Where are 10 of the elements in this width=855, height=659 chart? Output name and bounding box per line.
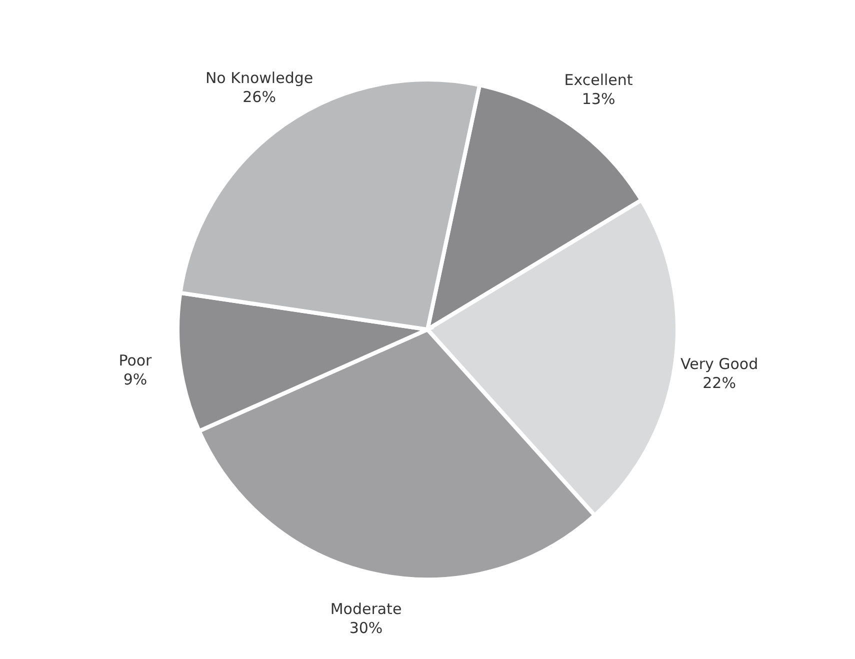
slice-label: Poor — [118, 351, 153, 370]
slice-label: Very Good — [680, 354, 758, 373]
data-label: 13% — [582, 90, 616, 108]
slice-label: Excellent — [564, 71, 633, 90]
slice-label: Moderate — [330, 600, 402, 618]
data-label: 30% — [349, 619, 383, 638]
slice-label: No Knowledge — [205, 69, 314, 88]
data-label: 22% — [702, 374, 736, 392]
data-label: 26% — [242, 88, 276, 106]
data-label: 9% — [123, 370, 148, 388]
